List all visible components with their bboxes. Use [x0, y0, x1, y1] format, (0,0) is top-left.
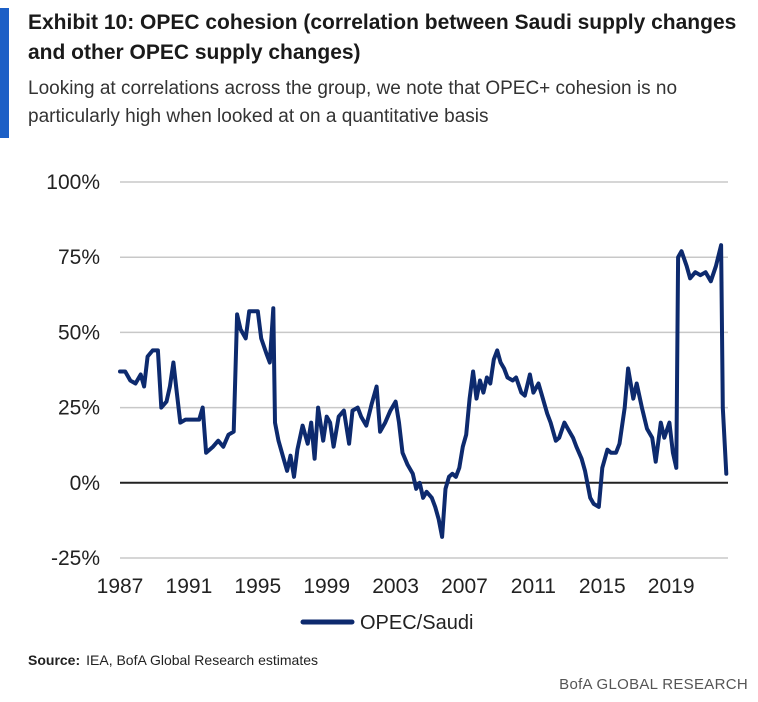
x-tick-label: 2015: [579, 575, 626, 598]
legend: OPEC/Saudi: [300, 612, 473, 634]
source-label: Source:: [28, 652, 81, 668]
brand-footer: BofA GLOBAL RESEARCH: [559, 676, 748, 693]
y-tick-label: 0%: [70, 472, 100, 495]
x-tick-label: 1999: [303, 575, 350, 598]
x-tick-label: 2007: [441, 575, 488, 598]
chart-title: Exhibit 10: OPEC cohesion (correlation b…: [28, 11, 737, 64]
line-chart: -25% 0% 25% 50% 75% 100% 1987 1991 1995 1999 2003…: [46, 171, 729, 634]
gridlines: [120, 181, 728, 559]
source-note: Source: IEA, BofA Global Research estimat…: [28, 652, 318, 668]
x-tick-label: 2019: [648, 575, 695, 598]
y-tick-label: 100%: [46, 171, 100, 194]
y-tick-label: 50%: [58, 321, 100, 344]
x-tick-label: 2003: [372, 575, 419, 598]
y-tick-label: 75%: [58, 246, 100, 269]
x-tick-label: 2011: [511, 575, 556, 598]
accent-bar: [0, 8, 9, 138]
y-tick-label: -25%: [51, 547, 100, 570]
x-axis-tick-labels: 1987 1991 1995 1999 2003 2007 2011 2015 2019: [97, 575, 695, 598]
series-line-opec-saudi: [118, 243, 729, 539]
legend-label-opec-saudi: OPEC/Saudi: [360, 612, 473, 634]
source-text: IEA, BofA Global Research estimates: [86, 652, 319, 668]
chart-subtitle: Looking at correlations across the group…: [28, 78, 678, 127]
x-tick-label: 1995: [234, 575, 281, 598]
x-tick-label: 1991: [166, 575, 213, 598]
y-axis-tick-labels: -25% 0% 25% 50% 75% 100%: [46, 171, 100, 570]
x-tick-label: 1987: [97, 575, 144, 598]
y-tick-label: 25%: [58, 397, 100, 420]
series-layer: [118, 243, 729, 539]
